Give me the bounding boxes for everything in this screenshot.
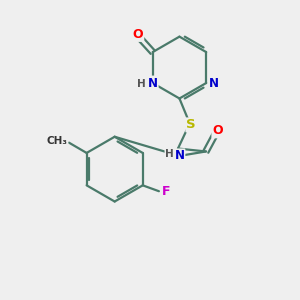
Text: H: H [137,80,146,89]
Text: H: H [165,148,174,158]
Text: N: N [174,149,184,162]
Text: N: N [209,76,219,89]
Text: CH₃: CH₃ [46,136,68,146]
Text: O: O [133,28,143,41]
Text: S: S [186,118,196,131]
Text: F: F [162,185,170,198]
Text: N: N [148,76,158,89]
Text: O: O [212,124,223,137]
